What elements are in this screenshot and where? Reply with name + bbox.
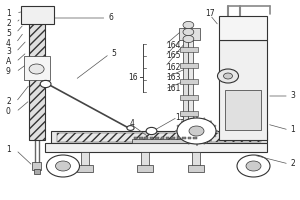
Bar (180, 47, 198, 52)
Bar (188, 165, 204, 172)
Text: A: A (6, 58, 11, 66)
Text: 17: 17 (205, 8, 215, 18)
Circle shape (246, 161, 261, 171)
Circle shape (46, 155, 80, 177)
Bar (193, 137, 196, 139)
Bar (180, 79, 198, 84)
Bar (171, 137, 175, 139)
Circle shape (189, 126, 204, 136)
Bar (177, 137, 180, 139)
Circle shape (146, 127, 157, 135)
Bar (141, 152, 148, 166)
Text: 5: 5 (6, 28, 11, 38)
Text: 2: 2 (6, 98, 11, 106)
Text: 163: 163 (167, 73, 181, 82)
Text: 13: 13 (175, 112, 185, 121)
Bar (219, 16, 267, 40)
Circle shape (183, 28, 194, 36)
Text: 2: 2 (6, 19, 11, 27)
Bar (188, 137, 191, 139)
Circle shape (40, 80, 51, 88)
Text: 16: 16 (128, 72, 138, 82)
Bar (132, 139, 207, 143)
Bar (166, 137, 169, 139)
Bar (155, 137, 159, 139)
Circle shape (29, 64, 44, 74)
Bar (180, 95, 198, 100)
Bar (76, 165, 93, 172)
Text: 5: 5 (112, 49, 116, 58)
Text: 6: 6 (109, 14, 113, 22)
Bar (32, 162, 41, 170)
Circle shape (177, 118, 216, 144)
Text: 165: 165 (167, 51, 181, 60)
Circle shape (218, 69, 239, 83)
Bar (139, 137, 142, 139)
Bar (150, 137, 153, 139)
Text: 3: 3 (6, 47, 11, 56)
Bar (192, 152, 200, 166)
Circle shape (183, 21, 194, 29)
Bar (180, 63, 198, 68)
Text: 14: 14 (183, 92, 192, 100)
Bar (28, 10, 45, 140)
Text: 161: 161 (167, 84, 181, 93)
Bar (34, 169, 40, 174)
Bar (51, 131, 267, 143)
Bar (81, 152, 88, 166)
Bar (134, 137, 137, 139)
Bar (144, 137, 148, 139)
Bar (183, 31, 188, 131)
Bar (21, 6, 54, 24)
Circle shape (224, 73, 232, 79)
Bar (160, 137, 164, 139)
Text: 1: 1 (6, 146, 11, 154)
Circle shape (127, 126, 134, 130)
Text: 1: 1 (6, 8, 11, 18)
Text: 1: 1 (290, 126, 295, 134)
Text: 164: 164 (167, 40, 181, 49)
Text: 4: 4 (130, 118, 134, 128)
Circle shape (183, 35, 194, 43)
Bar (24, 56, 50, 80)
Bar (188, 31, 193, 131)
Bar (57, 133, 261, 142)
Bar (182, 137, 186, 139)
Bar (180, 111, 198, 116)
Bar (136, 165, 153, 172)
Text: 3: 3 (290, 92, 295, 100)
Circle shape (56, 161, 70, 171)
Text: 9: 9 (6, 68, 11, 76)
Circle shape (237, 155, 270, 177)
Bar (45, 143, 267, 152)
Bar (178, 28, 200, 40)
Text: 4: 4 (6, 38, 11, 47)
Bar (225, 90, 261, 130)
Bar (219, 40, 267, 140)
Text: 0: 0 (6, 108, 11, 116)
Text: 162: 162 (167, 62, 181, 72)
Text: 2: 2 (290, 160, 295, 168)
